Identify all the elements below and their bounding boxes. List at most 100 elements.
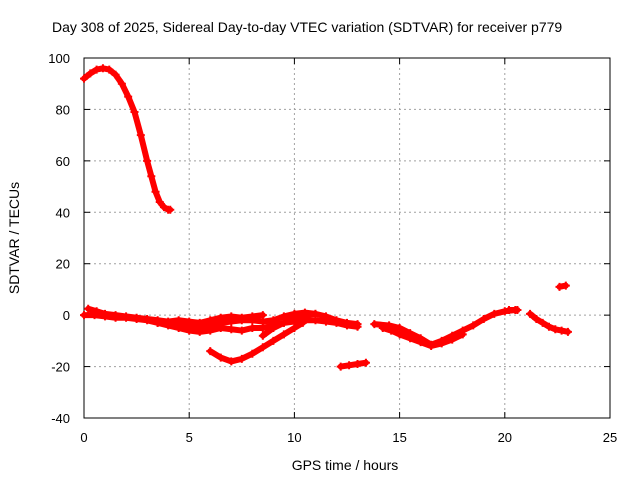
series-high-arc — [80, 64, 175, 214]
data-point — [458, 330, 467, 339]
data-point — [551, 325, 560, 334]
data-point — [151, 187, 160, 196]
data-point — [248, 312, 257, 321]
data-point — [174, 316, 183, 325]
data-point — [353, 322, 362, 331]
data-point — [378, 324, 387, 332]
series-line — [207, 319, 306, 365]
data-point — [206, 347, 215, 356]
series-dip-arc — [206, 318, 307, 366]
data-point — [258, 343, 267, 352]
data-point — [227, 357, 236, 366]
series-tail-upper — [505, 306, 522, 314]
data-point — [130, 108, 139, 116]
data-point — [505, 306, 514, 314]
data-point — [269, 336, 278, 345]
series-line — [81, 65, 174, 213]
data-point — [237, 354, 246, 363]
data-point — [122, 312, 131, 321]
data-point — [561, 281, 570, 290]
y-tick-label: 0 — [63, 308, 70, 323]
data-point — [311, 309, 320, 318]
x-tick-label: 0 — [80, 430, 87, 445]
data-point — [555, 282, 564, 291]
data-point — [538, 318, 547, 327]
data-point — [448, 335, 457, 344]
grid — [84, 58, 610, 418]
data-point — [136, 131, 145, 140]
data-point — [124, 92, 133, 101]
data-point — [279, 330, 288, 339]
data-point — [206, 326, 215, 335]
data-point — [155, 198, 164, 206]
data-point — [153, 318, 162, 327]
data-point — [290, 324, 299, 332]
data-series — [80, 64, 572, 371]
plot-frame — [83, 57, 611, 419]
tick-labels: 0 5 10 15 20 25 100 80 60 40 20 0 -20 -40 — [48, 51, 617, 445]
data-point — [248, 349, 257, 358]
data-point — [166, 205, 175, 214]
y-tick-label: -40 — [51, 411, 70, 426]
data-point — [237, 313, 246, 322]
data-point — [216, 324, 225, 332]
data-point — [86, 69, 95, 78]
data-point — [513, 306, 522, 314]
data-point — [321, 317, 330, 326]
data-point — [298, 318, 307, 327]
data-point — [406, 334, 415, 343]
data-point — [437, 339, 446, 348]
tick-marks — [83, 57, 611, 419]
y-tick-label: 40 — [56, 205, 70, 220]
y-tick-label: 60 — [56, 154, 70, 169]
data-point — [370, 320, 379, 329]
x-tick-label: 5 — [186, 430, 193, 445]
data-point — [80, 74, 88, 83]
x-tick-label: 20 — [498, 430, 512, 445]
data-point — [185, 317, 194, 326]
data-point — [111, 70, 120, 79]
data-point — [290, 313, 299, 322]
data-point — [185, 326, 194, 335]
data-point — [258, 324, 267, 332]
data-point — [563, 327, 572, 336]
data-point — [395, 330, 404, 339]
data-point — [105, 65, 114, 74]
y-tick-label: -20 — [51, 360, 70, 375]
data-point — [92, 65, 101, 74]
y-tick-label: 20 — [56, 257, 70, 272]
x-tick-label: 25 — [603, 430, 617, 445]
data-point — [195, 327, 204, 336]
x-axis-label: GPS time / hours — [292, 457, 399, 473]
data-point — [84, 304, 93, 313]
data-point — [248, 324, 257, 332]
y-tick-label: 80 — [56, 102, 70, 117]
data-point — [332, 318, 341, 327]
data-point — [427, 342, 436, 350]
data-point — [345, 361, 354, 370]
data-point — [206, 316, 215, 325]
data-point — [101, 309, 110, 318]
series-end-point — [555, 281, 570, 291]
data-point — [132, 313, 141, 322]
series-tail — [526, 309, 572, 336]
data-point — [532, 315, 541, 323]
data-point — [258, 311, 267, 320]
data-point — [174, 324, 183, 332]
series-late-dip — [378, 324, 467, 350]
data-point — [279, 318, 288, 327]
x-tick-label: 10 — [287, 430, 301, 445]
data-point — [258, 331, 267, 340]
data-point — [216, 353, 225, 362]
data-point — [98, 64, 107, 73]
data-point — [469, 321, 478, 330]
data-point — [216, 313, 225, 322]
data-point — [92, 307, 101, 316]
data-point — [557, 326, 566, 335]
data-point — [80, 311, 88, 320]
data-point — [387, 326, 396, 335]
data-point — [227, 325, 236, 334]
data-point — [300, 311, 309, 320]
chart-title: Day 308 of 2025, Sidereal Day-to-day VTE… — [52, 19, 562, 35]
